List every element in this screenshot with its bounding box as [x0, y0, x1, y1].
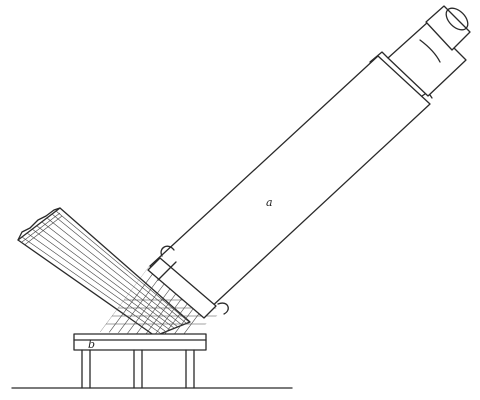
eyepiece [387, 5, 471, 97]
plate-legs [81, 349, 195, 389]
reflecting-plate [73, 333, 207, 351]
incident-beam-hatching [18, 210, 190, 334]
plate-label: b [88, 338, 95, 351]
tube-label: a [266, 196, 273, 209]
telescope-tube [147, 51, 433, 319]
incident-light-beam [17, 207, 191, 337]
